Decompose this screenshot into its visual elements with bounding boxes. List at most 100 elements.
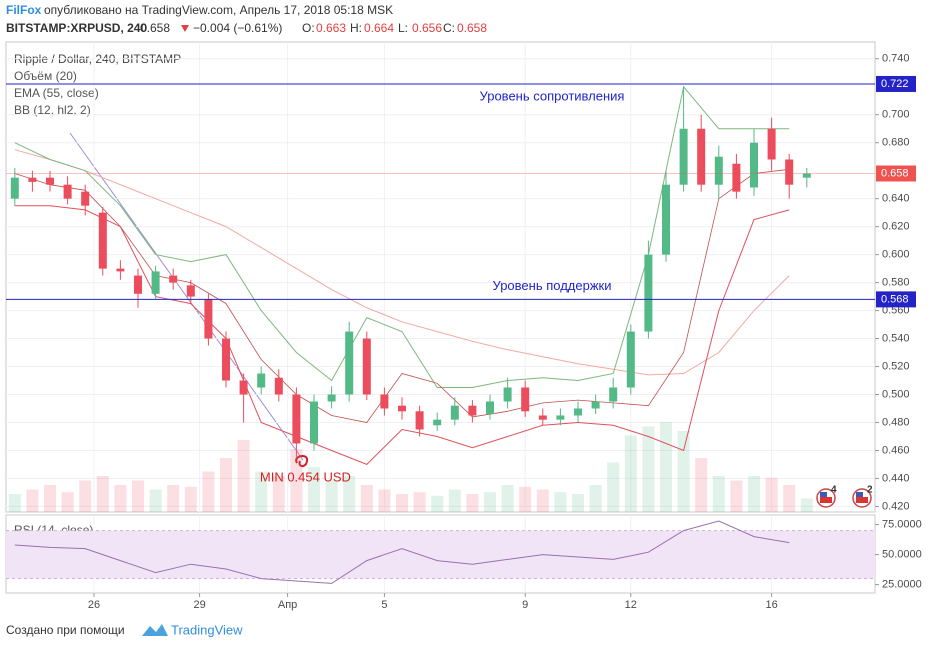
- volume-bar: [360, 485, 373, 512]
- tv-logo: [142, 624, 168, 636]
- candle-body: [433, 419, 442, 426]
- candle-body: [327, 394, 336, 402]
- volume-bar: [660, 422, 672, 512]
- x-tick-label: Апр: [278, 599, 297, 611]
- volume-bar: [554, 492, 567, 512]
- volume-bar: [343, 476, 356, 512]
- volume-bar: [519, 486, 532, 512]
- ohlc-label: C:: [443, 21, 455, 35]
- candle-body: [257, 373, 266, 388]
- author: FilFox: [6, 3, 42, 17]
- volume-bar: [237, 440, 250, 512]
- candle-body: [591, 401, 600, 409]
- y-tick-label: 0.580: [882, 277, 910, 289]
- event-flag: [820, 497, 832, 503]
- y-tick-label: 0.540: [882, 332, 910, 344]
- volume-bar: [308, 467, 320, 512]
- candle-body: [81, 191, 90, 206]
- candle-body: [63, 184, 72, 199]
- candle-body: [697, 128, 706, 185]
- volume-bar: [220, 458, 232, 512]
- trend-line: [69, 132, 304, 461]
- candle-body: [556, 415, 565, 420]
- volume-bar: [149, 489, 162, 512]
- volume-bar: [730, 480, 743, 512]
- candle-body: [802, 173, 811, 178]
- candle-body: [750, 142, 758, 188]
- volume-bar: [695, 458, 708, 512]
- candle-body: [785, 159, 794, 185]
- event-flag: [856, 497, 868, 503]
- last-price: 0.658: [140, 21, 170, 35]
- y-tick-label: 0.420: [882, 500, 910, 512]
- volume-bar: [783, 485, 796, 512]
- volume-bar: [624, 435, 637, 512]
- symbol: BITSTAMP:XRPUSD, 240: [6, 21, 147, 35]
- candle-body: [292, 394, 301, 444]
- y-tick-label: 0.520: [882, 360, 910, 372]
- candle-body: [415, 411, 424, 430]
- y-tick-label: 0.460: [882, 444, 910, 456]
- candle-body: [222, 338, 230, 381]
- event-flag: [820, 492, 827, 497]
- volume-bar: [748, 476, 760, 512]
- candle-body: [151, 271, 160, 294]
- indicator-legend: BB (12, hl2, 2): [14, 103, 91, 117]
- bb-upper: [14, 85, 790, 388]
- volume-bar: [448, 489, 461, 512]
- candle-body: [732, 163, 741, 192]
- candle-body: [46, 177, 54, 185]
- volume-bar: [132, 480, 144, 512]
- y-tick-label: 0.740: [882, 53, 910, 65]
- candle-body: [239, 380, 248, 395]
- volume-bar: [96, 476, 109, 512]
- candle-body: [186, 285, 195, 297]
- candle-body: [362, 338, 371, 395]
- footer-text: Создано при помощи: [6, 623, 125, 637]
- last-price-label: 0.658: [881, 167, 909, 179]
- rsi-tick-label: 50.0000: [882, 549, 922, 561]
- candle-body: [98, 212, 107, 269]
- candle-body: [503, 387, 512, 402]
- ema-line: [14, 149, 790, 376]
- candle-body: [169, 275, 178, 283]
- footer-brand[interactable]: TradingView: [171, 622, 243, 637]
- candle-body: [398, 405, 406, 412]
- candle-body: [679, 128, 688, 185]
- event-count: 2: [867, 485, 873, 496]
- x-tick-label: 26: [88, 599, 100, 611]
- y-tick-label: 0.620: [882, 221, 910, 233]
- volume-bar: [484, 492, 496, 512]
- level-label: Уровень поддержки: [493, 278, 612, 293]
- rsi-tick-label: 25.0000: [882, 579, 922, 591]
- volume-bar: [712, 476, 725, 512]
- candle-body: [662, 184, 670, 255]
- volume-bar: [466, 494, 479, 512]
- down-arrow: [181, 25, 189, 32]
- level-value: 0.568: [881, 293, 909, 305]
- candle-body: [134, 275, 142, 294]
- candle-body: [538, 415, 547, 420]
- candle-body: [486, 401, 494, 415]
- bb-basis: [14, 168, 790, 423]
- volume-bar: [8, 494, 21, 512]
- price-pane: [5, 41, 876, 513]
- y-tick-label: 0.500: [882, 388, 910, 400]
- y-tick-label: 0.640: [882, 193, 910, 205]
- change: −0.004 (−0.61%): [193, 21, 282, 35]
- bb-lower: [14, 205, 790, 465]
- volume-bar: [114, 485, 127, 512]
- rsi-line: [14, 520, 790, 584]
- volume-bar: [167, 485, 180, 512]
- volume-bar: [184, 486, 197, 512]
- candle-body: [644, 254, 653, 332]
- x-tick-label: 5: [381, 599, 387, 611]
- y-tick-label: 0.480: [882, 416, 910, 428]
- candle-body: [521, 387, 530, 412]
- candle-body: [714, 156, 723, 185]
- volume-bar: [677, 431, 690, 512]
- volume-bar: [255, 471, 268, 512]
- y-tick-label: 0.440: [882, 472, 910, 484]
- candle-body: [574, 408, 582, 416]
